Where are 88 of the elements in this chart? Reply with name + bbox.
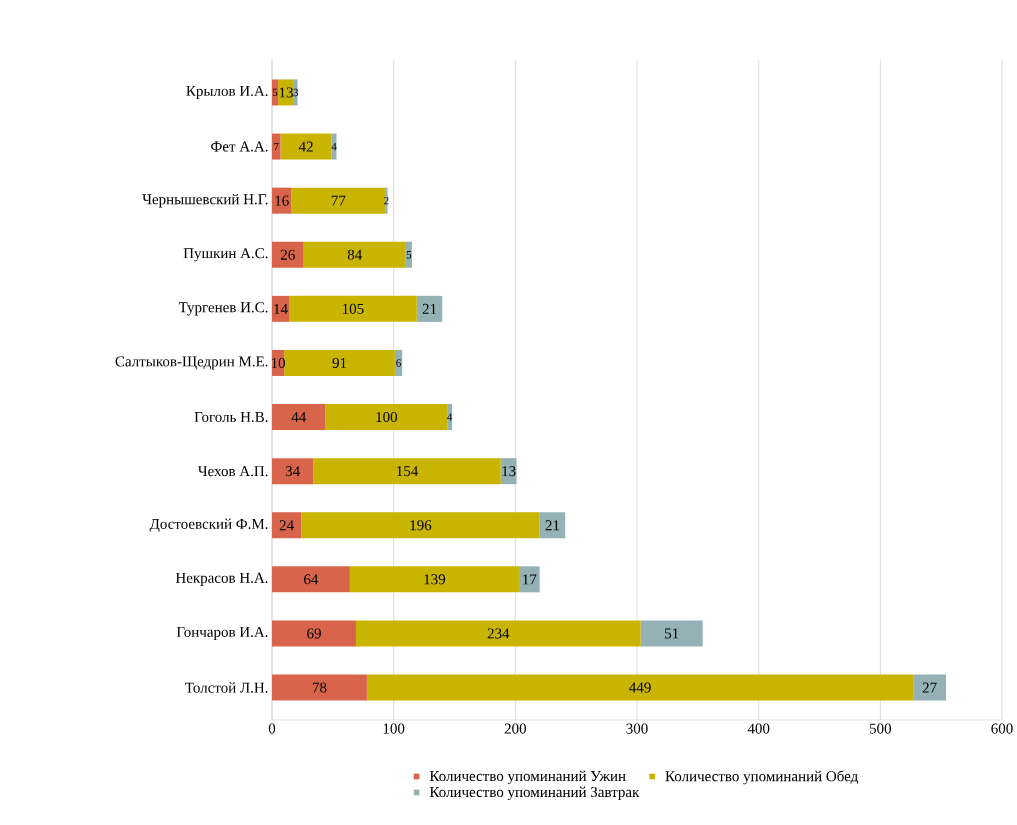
data-label: 44 xyxy=(291,412,307,422)
data-label: 4 xyxy=(331,142,337,151)
bar xyxy=(539,512,566,539)
data-label: 14 xyxy=(274,303,288,314)
data-label: 16 xyxy=(275,195,289,206)
legend-label: Количество упоминаний Обед xyxy=(665,770,858,785)
y-tick-label: Чехов А.П. xyxy=(198,466,268,477)
data-label: 27 xyxy=(922,682,937,693)
bar xyxy=(500,458,517,485)
data-label: 3 xyxy=(293,88,299,97)
data-label: 100 xyxy=(376,411,398,423)
x-tick-label: 300 xyxy=(626,723,648,734)
data-label: 234 xyxy=(487,628,510,639)
x-tick-label: 500 xyxy=(869,723,892,734)
y-tick-label: Толстой Л.Н. xyxy=(185,682,268,693)
x-tick-label: 600 xyxy=(991,723,1013,734)
data-label: 139 xyxy=(424,574,446,585)
data-label: 196 xyxy=(410,520,432,531)
bar xyxy=(355,620,641,647)
legend-label: Количество упоминаний Ужин xyxy=(429,770,626,785)
bar xyxy=(291,187,386,214)
bar xyxy=(272,674,367,701)
bar xyxy=(913,674,947,701)
bar xyxy=(278,79,294,106)
data-label: 5 xyxy=(272,88,278,97)
data-label: 42 xyxy=(298,141,313,152)
y-tick-label: Гончаров И.А. xyxy=(176,626,268,640)
data-label: 2 xyxy=(384,197,389,205)
bar xyxy=(366,674,914,701)
bar xyxy=(272,512,302,539)
y-tick-label: Тургенев И.С. xyxy=(178,302,268,316)
data-label: 154 xyxy=(397,466,419,477)
bar xyxy=(416,295,443,322)
bar xyxy=(313,458,501,485)
bar xyxy=(640,620,703,647)
bar xyxy=(272,620,356,647)
data-label: 69 xyxy=(307,628,321,639)
data-label: 26 xyxy=(280,249,295,260)
data-label: 78 xyxy=(312,682,327,693)
data-label: 91 xyxy=(332,357,347,368)
y-tick-label: Гоголь Н.В. xyxy=(194,412,268,423)
bar xyxy=(405,241,412,268)
data-label: 17 xyxy=(523,574,537,585)
data-label: 6 xyxy=(396,359,401,367)
bar xyxy=(272,566,350,593)
bar xyxy=(272,187,292,214)
bar xyxy=(280,133,332,160)
bar xyxy=(518,566,540,593)
bar xyxy=(349,566,519,593)
bar xyxy=(289,295,417,322)
data-label: 64 xyxy=(304,574,319,585)
y-tick-label: Пушкин А.С. xyxy=(183,248,268,262)
x-tick-label: 400 xyxy=(747,723,770,734)
bar xyxy=(284,349,395,376)
data-label: 34 xyxy=(285,466,300,477)
y-tick-label: Некрасов Н.А. xyxy=(175,572,268,586)
legend-label: Количество упоминаний Завтрак xyxy=(429,786,640,801)
bar xyxy=(301,512,540,539)
y-tick-label: Чернышевский Н.Г. xyxy=(142,193,268,208)
data-label: 51 xyxy=(665,628,679,639)
data-label: 449 xyxy=(629,682,651,693)
bar xyxy=(272,241,304,268)
data-label: 21 xyxy=(545,520,560,531)
bar xyxy=(293,79,298,106)
data-label: 105 xyxy=(342,303,364,314)
data-label: 24 xyxy=(279,520,294,531)
bar xyxy=(272,404,326,431)
bar xyxy=(272,458,314,485)
y-tick-label: Фет А.А. xyxy=(211,141,268,152)
y-tick-label: Салтыков-Щедрин М.Е. xyxy=(115,356,268,370)
data-label: 84 xyxy=(347,249,362,260)
x-tick-label: 0 xyxy=(268,723,276,734)
x-tick-label: 100 xyxy=(383,723,405,734)
bar xyxy=(303,241,406,268)
x-tick-label: 200 xyxy=(504,723,527,734)
y-tick-label: Крылов И.А. xyxy=(186,85,268,99)
data-label: 21 xyxy=(422,303,437,314)
data-label: 7 xyxy=(274,142,279,151)
data-label: 5 xyxy=(406,251,412,259)
data-label: 77 xyxy=(331,195,346,206)
bar xyxy=(325,404,448,431)
data-label: 13 xyxy=(502,466,516,477)
data-label: 10 xyxy=(271,357,286,368)
bar xyxy=(272,133,281,160)
bar xyxy=(272,79,279,106)
bar xyxy=(385,187,388,214)
y-tick-label: Достоевский Ф.М. xyxy=(149,518,268,532)
data-label: 13 xyxy=(279,87,293,98)
